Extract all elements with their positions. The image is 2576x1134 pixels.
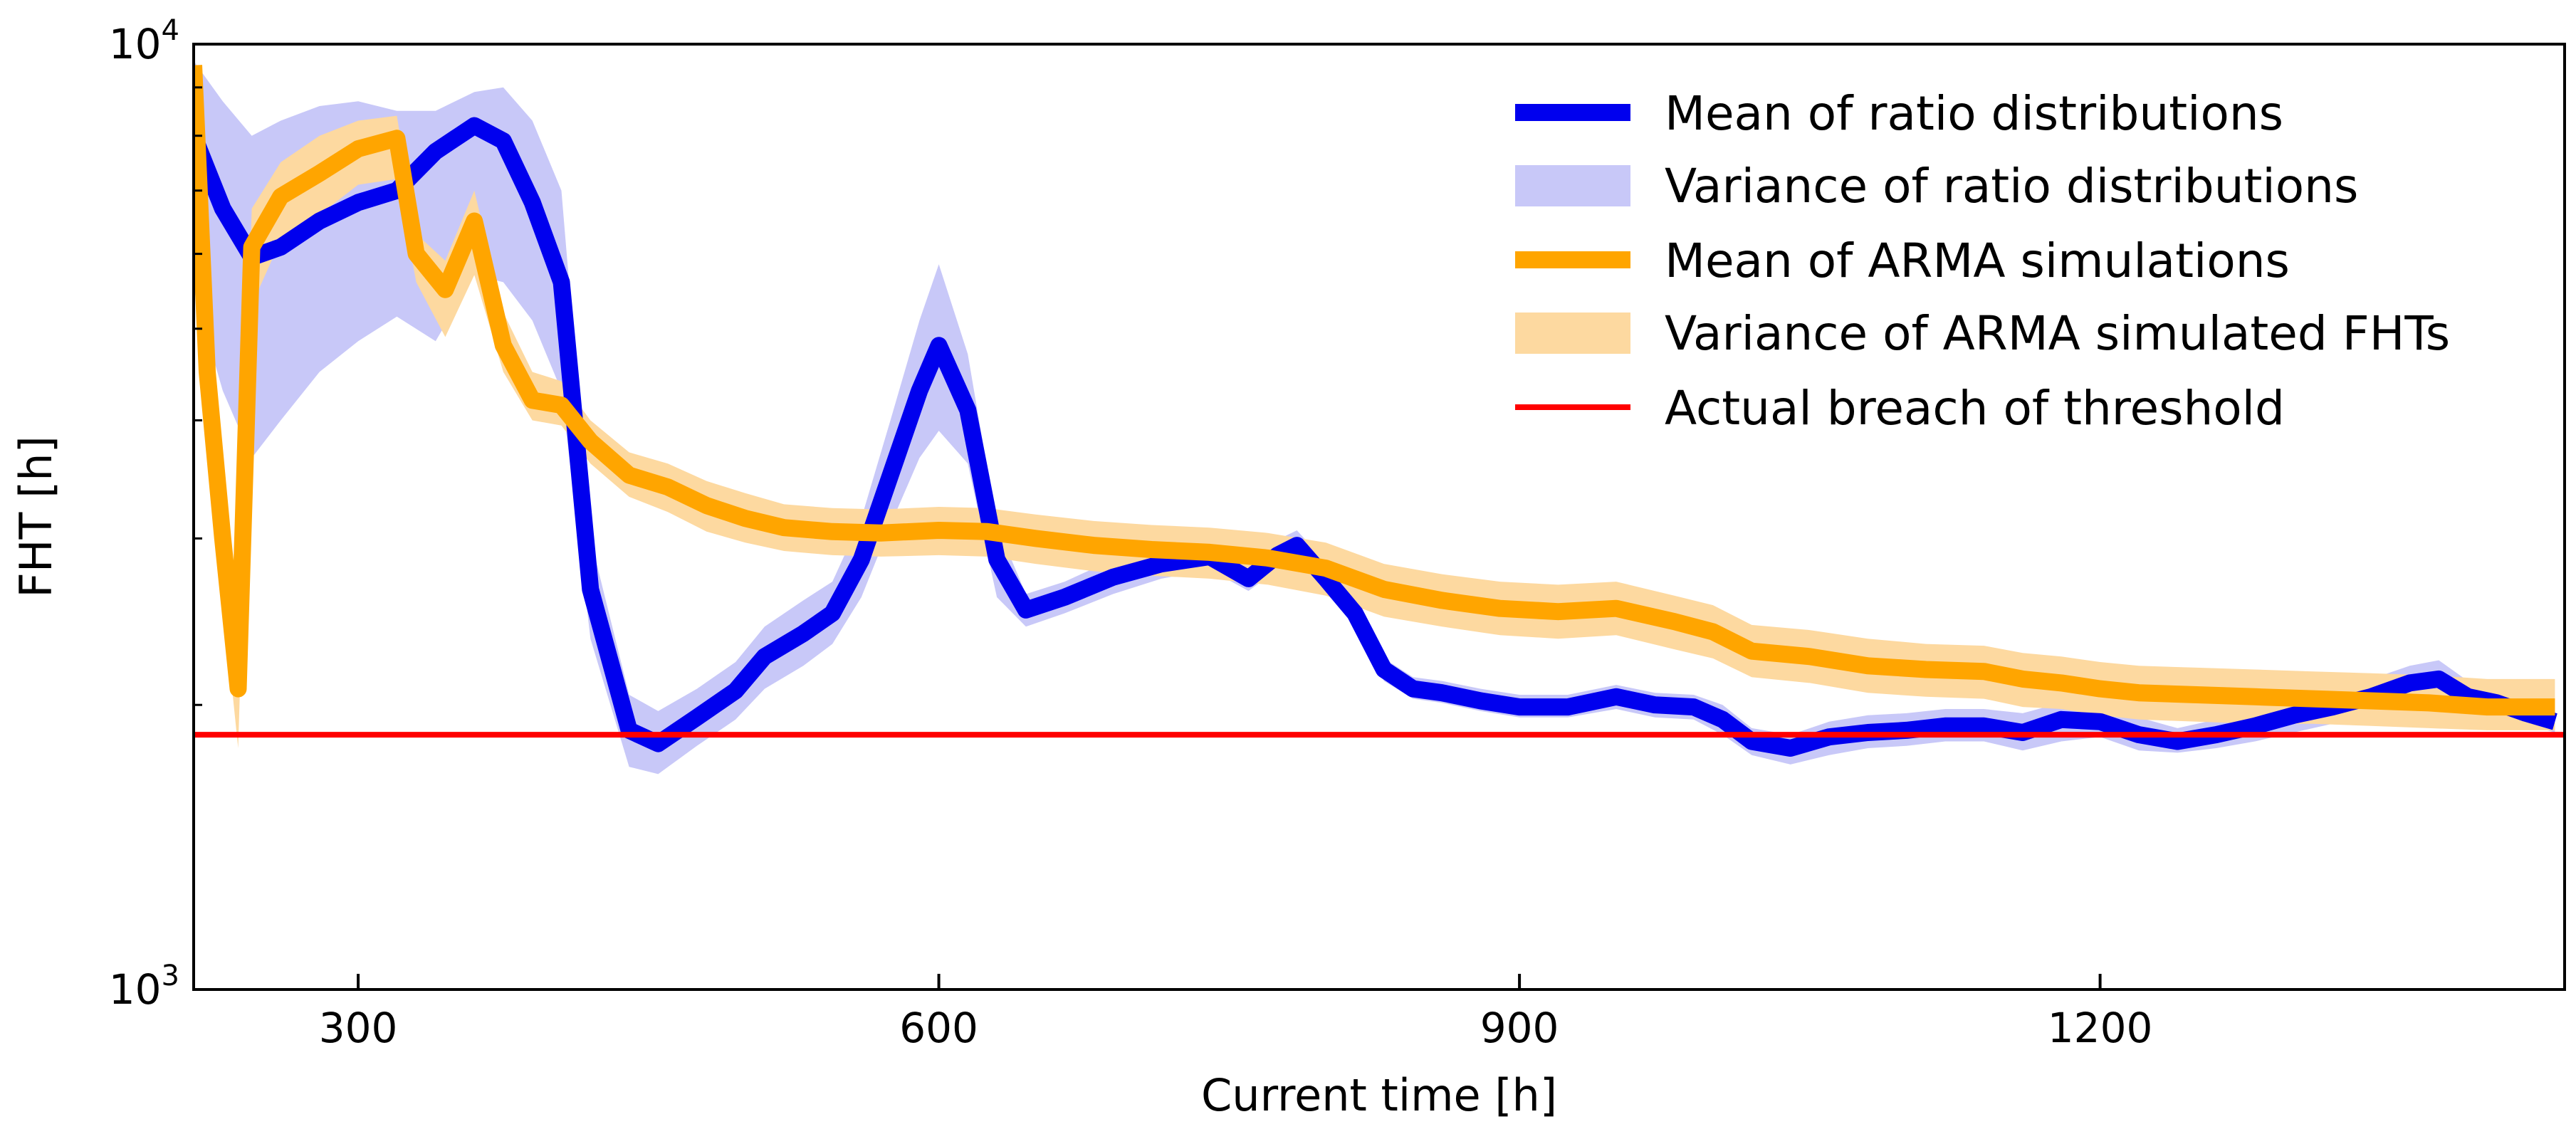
legend: Mean of ratio distributions Variance of …: [1515, 86, 2450, 436]
x-tick-label: 300: [319, 1004, 398, 1052]
y-axis-label: FHT [h]: [10, 436, 62, 598]
legend-label-arma-variance: Variance of ARMA simulated FHTs: [1665, 306, 2450, 361]
arma-mean-line: [194, 65, 2555, 716]
arma-variance-band: [194, 44, 2555, 748]
x-tick-label: 900: [1480, 1004, 1559, 1052]
ticks-layer: 300 600 900 1200 103 104: [109, 14, 2153, 1052]
legend-label-ratio-mean: Mean of ratio distributions: [1665, 86, 2283, 141]
x-tick-label: 1200: [2048, 1004, 2153, 1052]
legend-label-ratio-variance: Variance of ratio distributions: [1665, 159, 2358, 214]
ratio-mean-line: [194, 117, 2557, 757]
y-tick-label: 103: [109, 960, 179, 1014]
axes-frame: [192, 43, 2566, 991]
x-axis-label: Current time [h]: [1201, 1069, 1557, 1121]
series-layer: [194, 44, 2565, 775]
legend-swatch-arma-variance: [1515, 313, 1630, 354]
legend-label-arma-mean: Mean of ARMA simulations: [1665, 233, 2290, 288]
legend-swatch-ratio-variance: [1515, 165, 1630, 206]
x-tick-label: 600: [899, 1004, 978, 1052]
y-tick-label: 104: [109, 14, 179, 68]
legend-label-threshold: Actual breach of threshold: [1665, 381, 2285, 436]
